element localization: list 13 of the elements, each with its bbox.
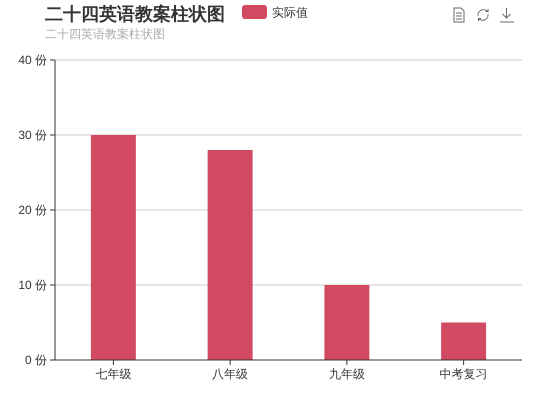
chart-title: 二十四英语教案柱状图 (45, 4, 225, 24)
x-tick-label: 中考复习 (440, 367, 488, 381)
x-tick-label: 七年级 (95, 367, 132, 381)
legend: 实际值 (242, 5, 308, 20)
y-tick-label: 30 份 (18, 128, 47, 142)
y-tick-label: 20 份 (18, 203, 47, 217)
y-tick-label: 40 份 (18, 53, 47, 67)
x-tick-label: 九年级 (328, 367, 365, 381)
legend-label: 实际值 (272, 6, 308, 20)
x-tick-label: 八年级 (212, 367, 248, 381)
chart-subtitle: 二十四英语教案柱状图 (45, 27, 165, 41)
y-tick-label: 0 份 (24, 353, 47, 367)
y-tick-label: 10 份 (18, 278, 47, 292)
